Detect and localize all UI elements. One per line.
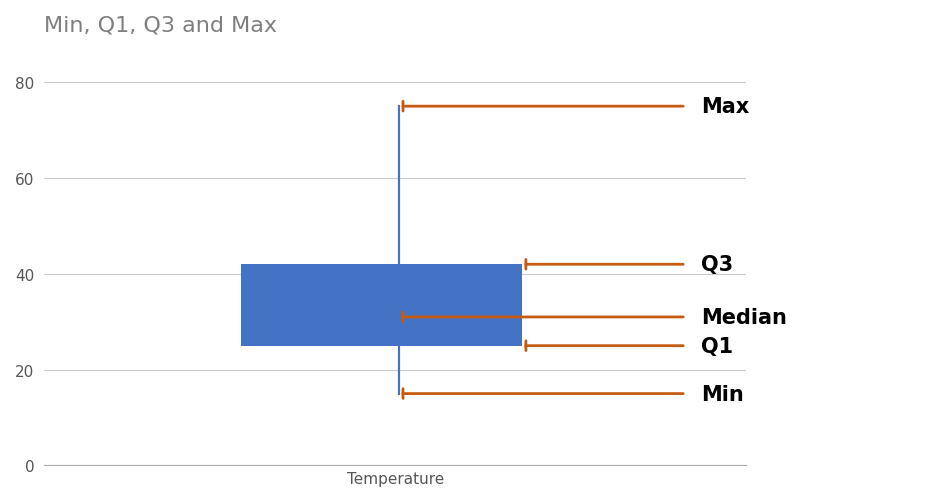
Text: Q1: Q1 bbox=[701, 336, 733, 356]
FancyBboxPatch shape bbox=[241, 265, 521, 346]
Text: Q3: Q3 bbox=[701, 255, 733, 275]
X-axis label: Temperature: Temperature bbox=[346, 471, 444, 486]
Text: Min, Q1, Q3 and Max: Min, Q1, Q3 and Max bbox=[44, 15, 277, 35]
Text: Median: Median bbox=[701, 307, 787, 327]
Text: Max: Max bbox=[701, 97, 749, 117]
Text: Min: Min bbox=[701, 384, 743, 404]
